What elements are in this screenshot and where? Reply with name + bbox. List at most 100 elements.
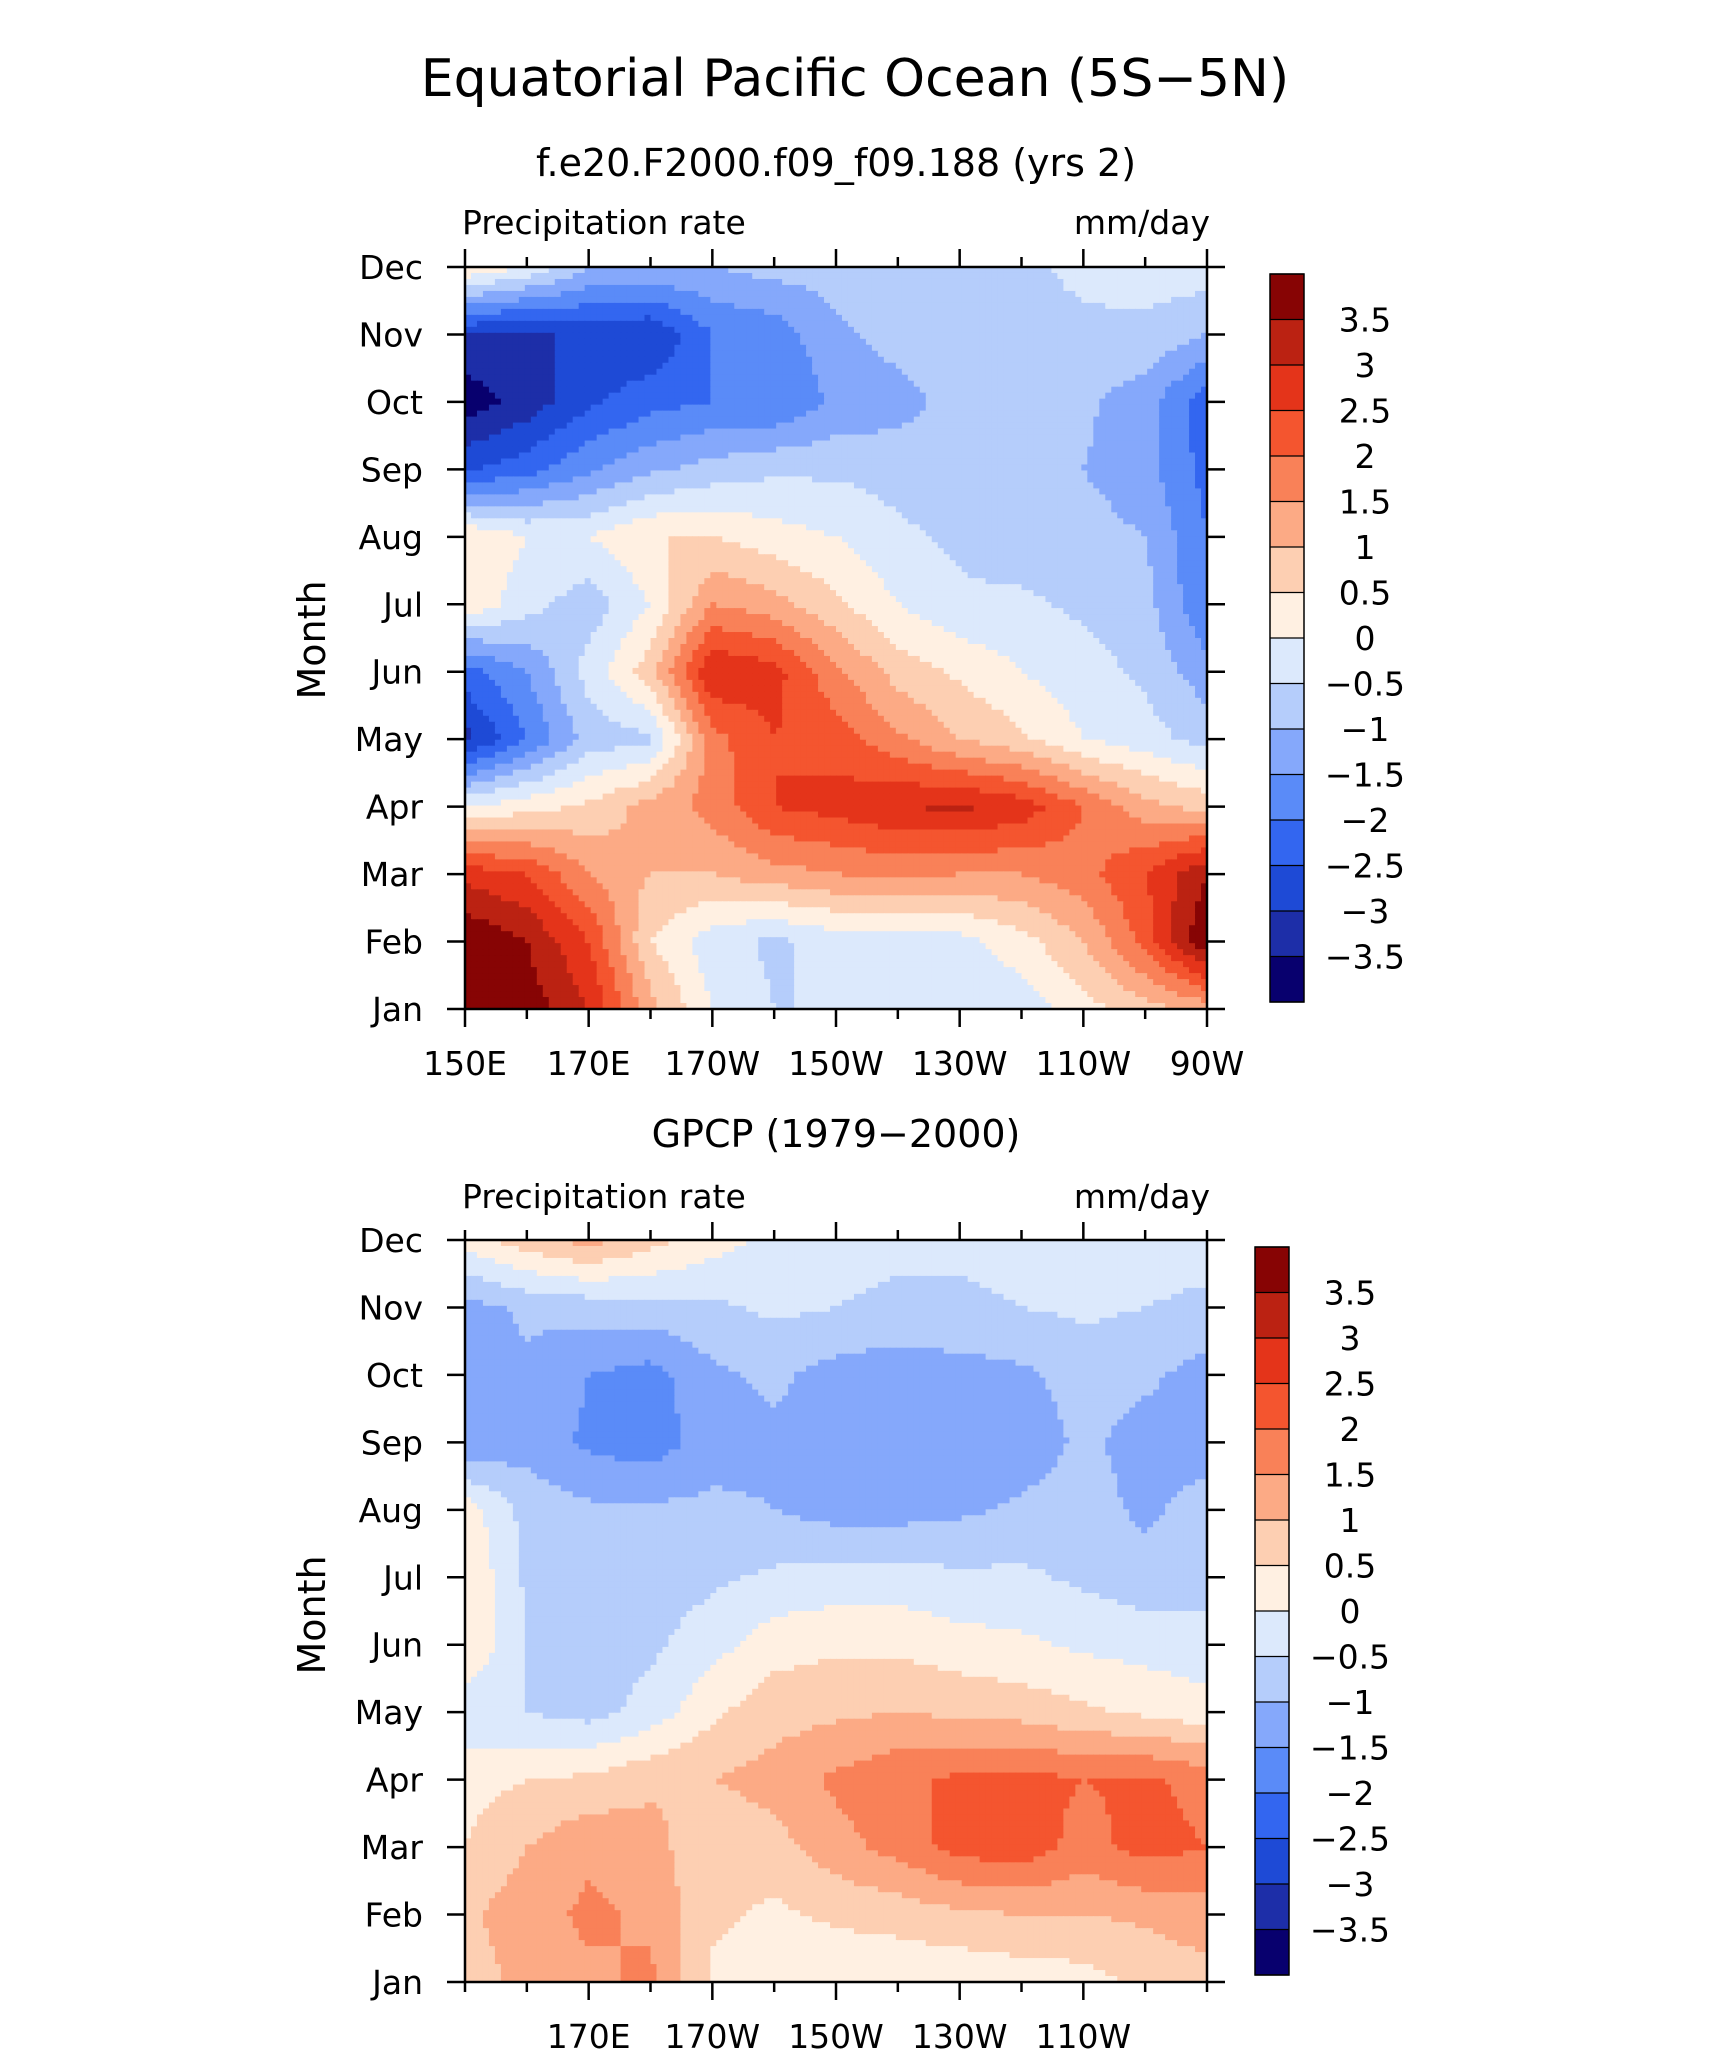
heatmap-cell <box>698 470 705 477</box>
heatmap-cell <box>1099 482 1106 489</box>
heatmap-cell <box>836 375 843 382</box>
heatmap-cell <box>1027 315 1034 322</box>
heatmap-cell <box>920 303 927 310</box>
heatmap-cell <box>519 506 526 513</box>
heatmap-cell <box>884 470 891 477</box>
heatmap-cell <box>603 441 610 448</box>
heatmap-cell <box>848 333 855 340</box>
heatmap-cell <box>489 506 496 513</box>
heatmap-cell <box>782 464 789 471</box>
heatmap-cell <box>866 441 873 448</box>
heatmap-cell <box>800 351 807 358</box>
heatmap-cell <box>950 482 957 489</box>
heatmap-cell <box>752 476 759 483</box>
heatmap-cell <box>1171 381 1178 388</box>
heatmap-cell <box>800 369 807 376</box>
heatmap-cell <box>561 309 568 316</box>
heatmap-cell <box>860 333 867 340</box>
heatmap-cell <box>1075 476 1082 483</box>
heatmap-cell <box>507 327 514 334</box>
heatmap-cell <box>776 441 783 448</box>
heatmap-cell <box>555 476 562 483</box>
heatmap-cell <box>489 273 496 280</box>
heatmap-cell <box>806 393 813 400</box>
heatmap-cell <box>788 429 795 436</box>
heatmap-cell <box>1004 470 1011 477</box>
heatmap-cell <box>621 423 628 430</box>
heatmap-cell <box>866 417 873 424</box>
heatmap-cell <box>740 500 747 507</box>
heatmap-cell <box>1111 375 1118 382</box>
heatmap-cell <box>878 494 885 501</box>
heatmap-cell <box>782 285 789 292</box>
heatmap-cell <box>818 309 825 316</box>
heatmap-cell <box>998 453 1005 460</box>
heatmap-cell <box>1010 423 1017 430</box>
heatmap-cell <box>549 476 556 483</box>
heatmap-cell <box>914 369 921 376</box>
heatmap-cell <box>788 315 795 322</box>
heatmap-cell <box>603 321 610 328</box>
heatmap-cell <box>926 393 933 400</box>
heatmap-cell <box>854 363 861 370</box>
heatmap-cell <box>656 321 663 328</box>
heatmap-cell <box>573 351 580 358</box>
heatmap-cell <box>812 453 819 460</box>
heatmap-cell <box>525 429 532 436</box>
heatmap-cell <box>621 315 628 322</box>
heatmap-cell <box>615 488 622 495</box>
heatmap-cell <box>615 399 622 406</box>
heatmap-cell <box>656 363 663 370</box>
heatmap-cell <box>1045 315 1052 322</box>
heatmap-cell <box>752 291 759 298</box>
heatmap-cell <box>986 333 993 340</box>
heatmap-cell <box>1045 441 1052 448</box>
heatmap-cell <box>662 429 669 436</box>
heatmap-cell <box>722 500 729 507</box>
heatmap-cell <box>734 500 741 507</box>
heatmap-cell <box>1057 303 1064 310</box>
heatmap-cell <box>1087 405 1094 412</box>
heatmap-cell <box>1022 351 1029 358</box>
heatmap-cell <box>579 387 586 394</box>
heatmap-cell <box>986 470 993 477</box>
heatmap-cell <box>944 447 951 454</box>
heatmap-cell <box>1195 309 1202 316</box>
heatmap-cell <box>896 273 903 280</box>
heatmap-cell <box>872 453 879 460</box>
heatmap-cell <box>519 297 526 304</box>
heatmap-cell <box>549 345 556 352</box>
heatmap-cell <box>567 333 574 340</box>
heatmap-cell <box>627 482 634 489</box>
heatmap-cell <box>968 458 975 465</box>
heatmap-cell <box>483 375 490 382</box>
heatmap-cell <box>1129 500 1136 507</box>
heatmap-cell <box>848 309 855 316</box>
heatmap-cell <box>1069 279 1076 286</box>
heatmap-cell <box>992 470 999 477</box>
heatmap-cell <box>1087 441 1094 448</box>
heatmap-cell <box>776 476 783 483</box>
heatmap-cell <box>1177 453 1184 460</box>
heatmap-cell <box>1129 470 1136 477</box>
heatmap-cell <box>1063 423 1070 430</box>
heatmap-cell <box>1057 435 1064 442</box>
heatmap-cell <box>1069 464 1076 471</box>
heatmap-cell <box>974 435 981 442</box>
heatmap-cell <box>597 470 604 477</box>
heatmap-cell <box>716 411 723 418</box>
heatmap-cell <box>639 321 646 328</box>
heatmap-cell <box>824 393 831 400</box>
heatmap-cell <box>674 458 681 465</box>
heatmap-cell <box>674 500 681 507</box>
heatmap-cell <box>1004 411 1011 418</box>
heatmap-cell <box>531 411 538 418</box>
heatmap-cell <box>471 321 478 328</box>
heatmap-cell <box>573 435 580 442</box>
heatmap-cell <box>1039 381 1046 388</box>
heatmap-cell <box>692 453 699 460</box>
heatmap-cell <box>788 476 795 483</box>
heatmap-cell <box>794 441 801 448</box>
heatmap-cell <box>549 375 556 382</box>
heatmap-cell <box>866 339 873 346</box>
